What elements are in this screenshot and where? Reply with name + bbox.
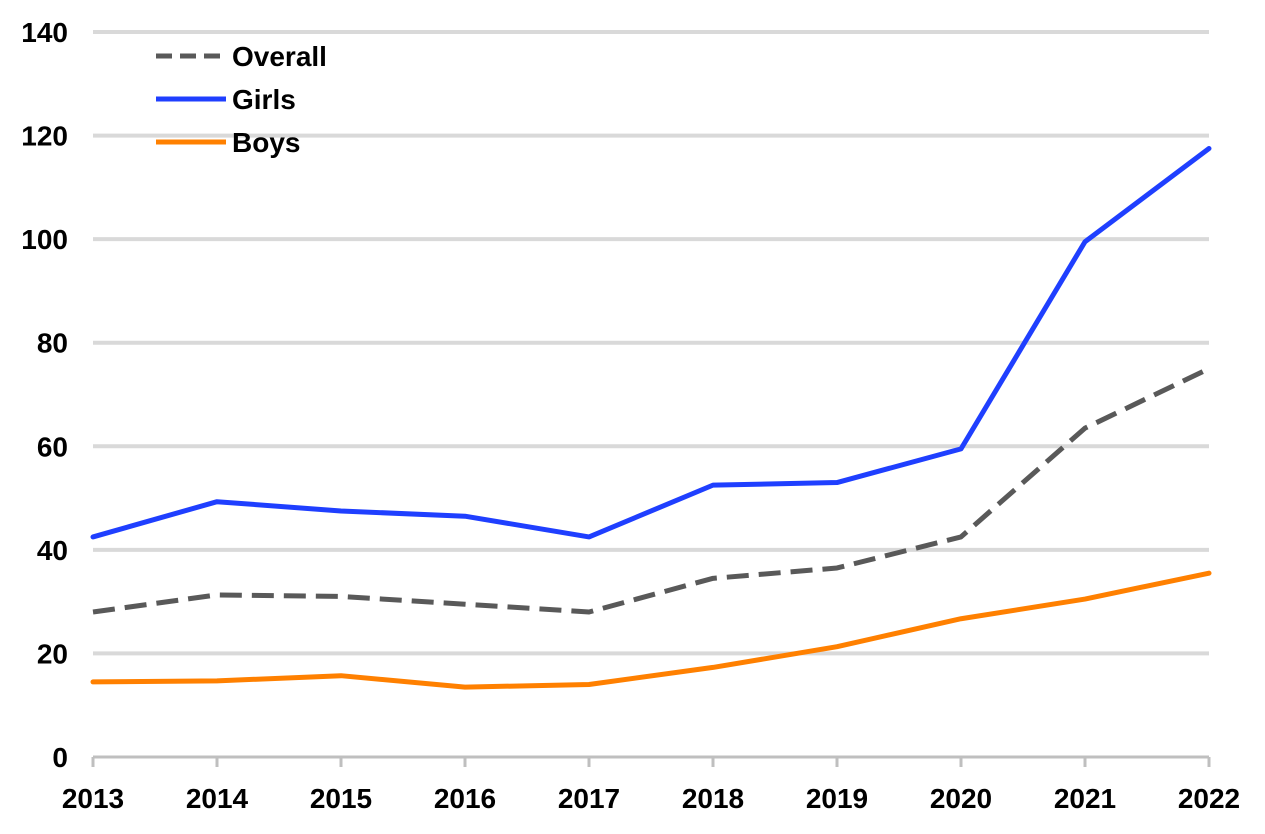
x-tick-label: 2014 xyxy=(186,783,249,814)
y-tick-label: 40 xyxy=(37,535,68,566)
x-tick-label: 2021 xyxy=(1054,783,1116,814)
y-tick-label: 140 xyxy=(21,17,68,48)
y-tick-label: 0 xyxy=(52,742,68,773)
y-tick-label: 60 xyxy=(37,431,68,462)
x-tick-label: 2020 xyxy=(930,783,992,814)
x-tick-label: 2013 xyxy=(62,783,124,814)
x-tick-label: 2017 xyxy=(558,783,620,814)
series-line-overall xyxy=(92,366,1211,615)
series-line-boys xyxy=(90,570,1212,690)
y-tick-label: 80 xyxy=(37,328,68,359)
x-tick-label: 2016 xyxy=(434,783,496,814)
series-lines xyxy=(90,146,1212,690)
x-tick-label: 2015 xyxy=(310,783,372,814)
x-tick-label: 2019 xyxy=(806,783,868,814)
y-axis-tick-labels: 0 20 40 60 80 100 120 140 xyxy=(21,17,68,773)
legend-label-boys: Boys xyxy=(232,127,300,158)
x-axis xyxy=(91,755,1211,767)
x-tick-label: 2018 xyxy=(682,783,744,814)
x-axis-tick-labels: 2013 2014 2015 2016 2017 2018 2019 2020 2021 2022 xyxy=(62,783,1240,814)
legend-label-overall: Overall xyxy=(232,41,327,72)
legend-label-girls: Girls xyxy=(232,84,296,115)
legend: Overall Girls Boys xyxy=(156,41,327,158)
y-tick-label: 100 xyxy=(21,224,68,255)
gridlines xyxy=(93,30,1209,656)
x-tick-label: 2022 xyxy=(1178,783,1240,814)
y-tick-label: 120 xyxy=(21,121,68,152)
series-line-girls xyxy=(90,146,1212,540)
y-tick-label: 20 xyxy=(37,638,68,669)
